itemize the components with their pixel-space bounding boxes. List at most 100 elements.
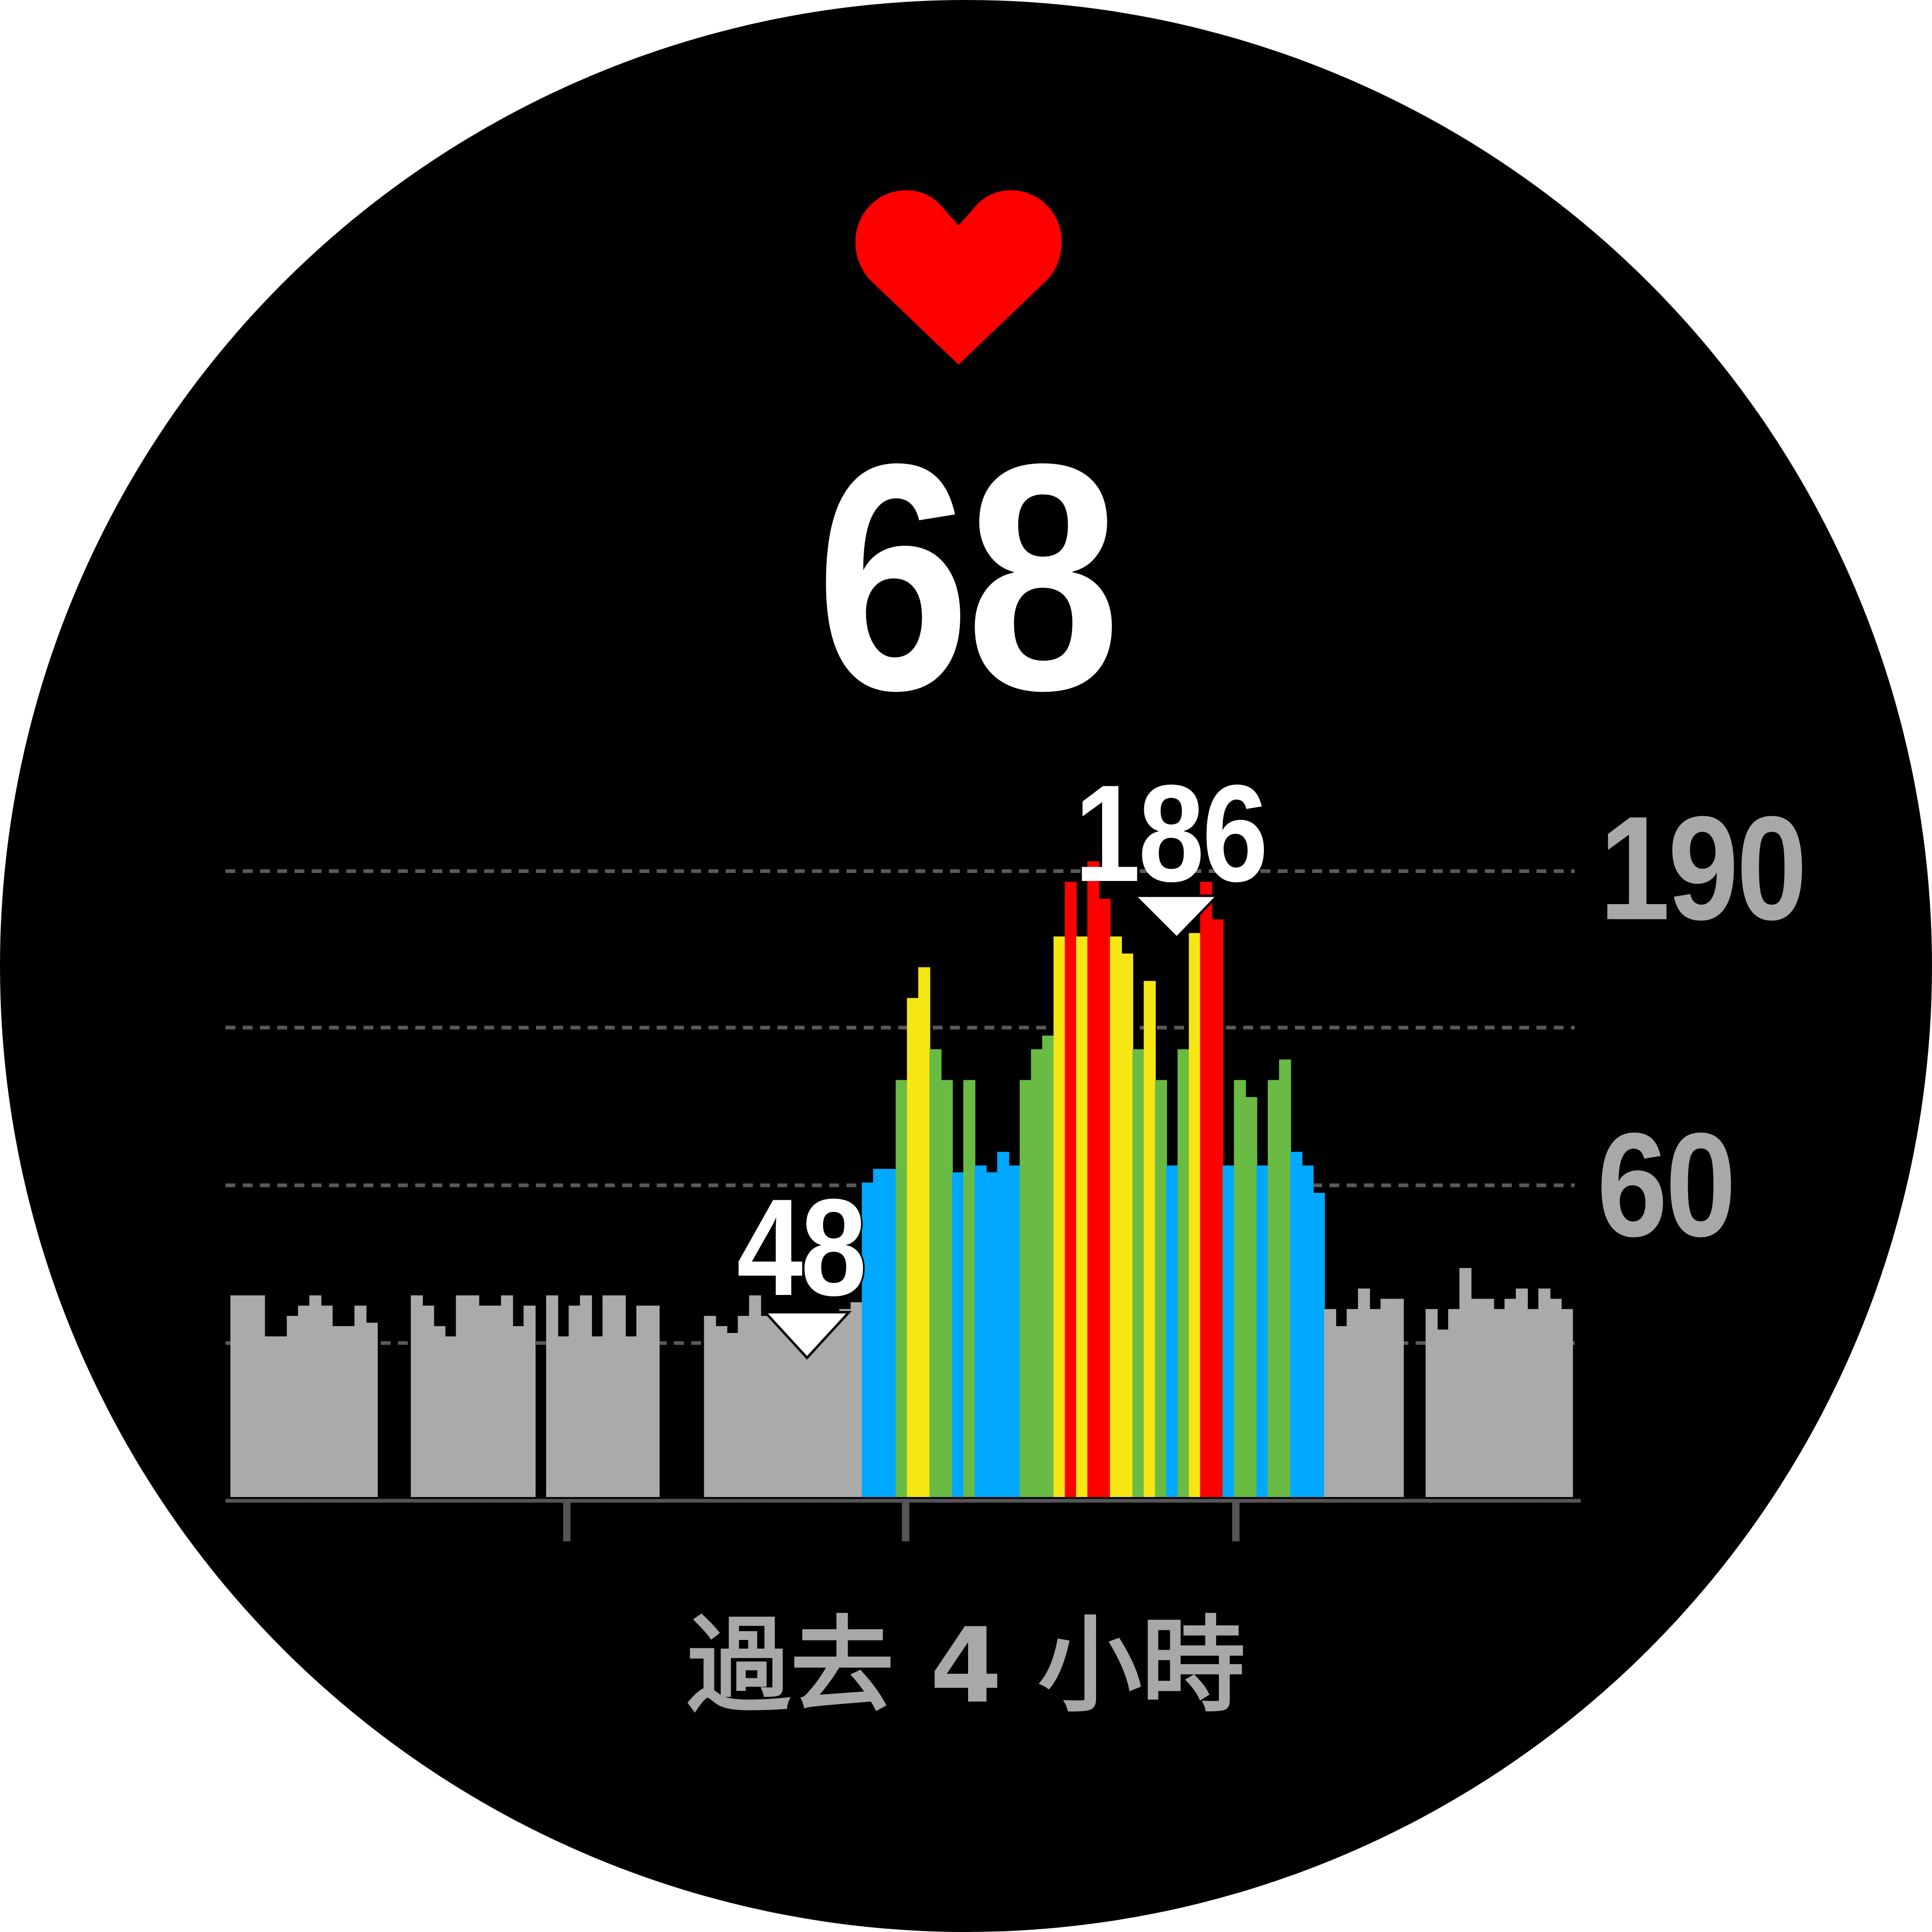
heart-rate-bar (242, 1295, 254, 1497)
heart-rate-bar (613, 1295, 626, 1497)
heart-rate-bar (1290, 1152, 1302, 1497)
heart-rate-bar (1313, 1192, 1325, 1497)
heart-rate-bar (738, 1316, 750, 1497)
heart-rate-bar (1189, 933, 1201, 1497)
heart-rate-bar (1380, 1299, 1393, 1497)
heart-rate-bar (772, 1316, 784, 1497)
heart-rate-bar (602, 1295, 615, 1497)
heart-rate-bar (1538, 1288, 1550, 1497)
y-tick-label-bottom: 60 (1597, 1103, 1736, 1268)
heart-rate-bar (997, 1152, 1009, 1497)
heart-icon (855, 190, 1062, 365)
bars (230, 861, 1573, 1497)
heart-rate-bar (1053, 936, 1066, 1497)
heart-rate-bar (1471, 1299, 1483, 1497)
heart-rate-bar (1166, 1165, 1179, 1497)
heart-rate-bar (1369, 1309, 1382, 1497)
heart-rate-bar (456, 1295, 468, 1497)
heart-rate-bar (1245, 1097, 1257, 1497)
heart-rate-bar (975, 1165, 987, 1497)
heart-rate-bar (490, 1306, 502, 1497)
heart-rate-bar (591, 1336, 604, 1497)
heart-rate-bar (907, 998, 919, 1497)
heart-rate-bar (332, 1326, 344, 1497)
heart-rate-bar (1121, 953, 1134, 1497)
heart-rate-bar (523, 1306, 536, 1497)
min-marker-icon (762, 1311, 852, 1360)
heart-rate-bar (467, 1295, 479, 1497)
heart-rate-bar (1065, 881, 1077, 1497)
heart-rate-bar (264, 1336, 276, 1497)
heart-rate-bar (1042, 1035, 1054, 1497)
heart-rate-bar (636, 1306, 649, 1497)
x-axis-tick (902, 1502, 910, 1542)
y-tick-label-top: 190 (1599, 786, 1807, 951)
heart-rate-bar (1087, 861, 1100, 1497)
heart-rate-bar (1549, 1299, 1562, 1497)
heart-rate-bar (1516, 1288, 1528, 1497)
heart-rate-bar (861, 1182, 874, 1497)
heart-rate-bar (1437, 1329, 1449, 1497)
heart-rate-bar (884, 1169, 897, 1497)
heart-rate-bar (1459, 1268, 1472, 1497)
heart-rate-bar (365, 1322, 378, 1497)
heart-rate-bar (1493, 1309, 1505, 1497)
heart-rate-bar (1527, 1309, 1539, 1497)
heart-rate-bar (647, 1306, 660, 1497)
heart-rate-bar (873, 1169, 886, 1497)
heart-rate-bar (343, 1326, 356, 1497)
heart-rate-bar (422, 1306, 434, 1497)
heart-rate-bar (1561, 1309, 1573, 1497)
heart-rate-bar (704, 1316, 716, 1497)
heart-rate-bar (557, 1336, 570, 1497)
x-axis-tick (563, 1502, 571, 1542)
heart-rate-bar (580, 1295, 592, 1497)
heart-rate-bar (1425, 1309, 1438, 1497)
heart-rate-bar (625, 1336, 638, 1497)
heart-rate-bar (275, 1336, 288, 1497)
min-heart-rate-label: 48 (735, 1169, 868, 1326)
heart-rate-bar (1223, 1165, 1235, 1497)
heart-rate-bar (1256, 1165, 1269, 1497)
heart-rate-bar (478, 1306, 491, 1497)
heart-rate-bar (1346, 1309, 1359, 1497)
heart-rate-bar (253, 1295, 265, 1497)
heart-rate-bar (546, 1295, 558, 1497)
heart-rate-bar (309, 1295, 322, 1497)
heart-rate-bar (1324, 1309, 1336, 1497)
heart-rate-bar (1268, 1080, 1280, 1497)
heart-rate-bar (850, 1302, 863, 1497)
heart-rate-bar (1391, 1299, 1404, 1497)
current-heart-rate: 68 (816, 396, 1121, 758)
heart-rate-bar (839, 1309, 852, 1497)
heart-rate-bar (1098, 899, 1111, 1497)
heart-rate-bar (433, 1326, 446, 1497)
heart-rate-bar (1008, 1165, 1020, 1497)
heart-rate-bar (918, 967, 931, 1497)
heart-rate-bar (749, 1295, 761, 1497)
heart-rate-bar (929, 1049, 942, 1497)
heart-rate-bar (445, 1336, 457, 1497)
heart-rate-bar (952, 1172, 964, 1497)
heart-rate-bar (1448, 1309, 1460, 1497)
heart-rate-bar (512, 1326, 524, 1497)
heart-rate-bar (760, 1316, 772, 1497)
heart-rate-bar (1234, 1080, 1246, 1497)
heart-rate-bar (1076, 936, 1088, 1497)
heart-rate-bar (1155, 1080, 1167, 1497)
heart-rate-bar (298, 1306, 310, 1497)
time-range-label: 過去 4 小時 (687, 1605, 1245, 1727)
heart-rate-bar (1020, 1080, 1032, 1497)
heart-rate-bar (895, 1080, 908, 1497)
heart-rate-bar (1301, 1165, 1314, 1497)
heart-rate-bar (1177, 1049, 1190, 1497)
heart-rate-bar (1109, 936, 1122, 1497)
heart-rate-bar (411, 1295, 423, 1497)
heart-rate-bar (1335, 1326, 1348, 1497)
heart-rate-bar (986, 1172, 998, 1497)
heart-rate-bar (715, 1326, 727, 1497)
max-marker-icon (1132, 894, 1220, 940)
